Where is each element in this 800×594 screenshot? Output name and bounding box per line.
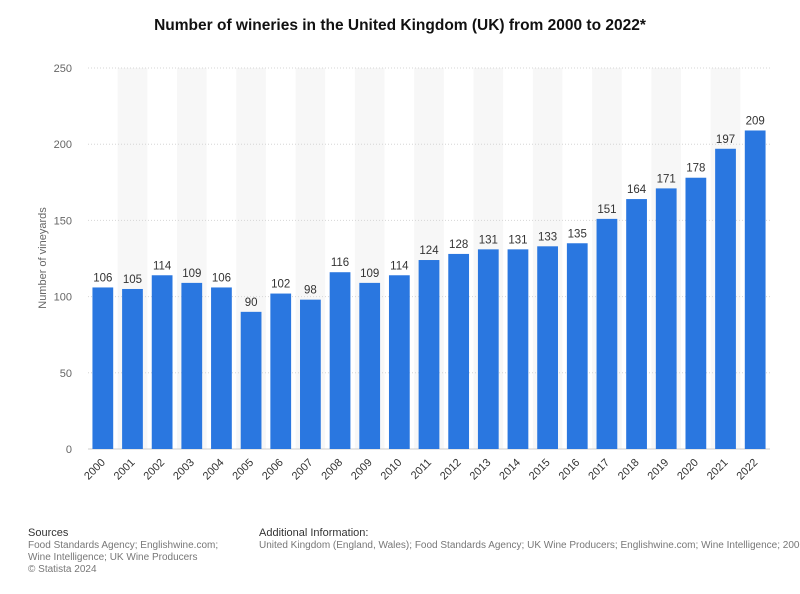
x-tick-label: 2011	[409, 457, 434, 482]
x-tick-label: 2006	[260, 457, 286, 483]
bar	[477, 249, 499, 449]
sources-block: Sources Food Standards Agency; Englishwi…	[28, 527, 243, 576]
bar	[448, 253, 470, 449]
data-label: 131	[479, 234, 498, 246]
x-tick-label: 2019	[646, 457, 672, 483]
bars	[92, 130, 766, 449]
sources-text: Food Standards Agency; Englishwine.com; …	[28, 540, 219, 563]
x-tick-label: 2008	[319, 457, 345, 483]
bar	[626, 199, 647, 449]
x-tick-label: 2018	[616, 457, 642, 483]
x-tick-label: 2003	[171, 457, 197, 483]
y-tick-label: 50	[60, 368, 72, 380]
x-tick-label: 2021	[705, 457, 731, 483]
x-tick-label: 2009	[349, 457, 375, 483]
data-label: 114	[390, 260, 409, 272]
data-label: 178	[686, 163, 705, 175]
y-tick-label: 250	[54, 63, 72, 75]
bar	[388, 275, 410, 449]
bar	[744, 130, 766, 449]
additional-info-heading: Additional Information:	[259, 527, 369, 539]
bar	[596, 218, 618, 449]
bar	[122, 288, 143, 449]
y-tick-label: 150	[54, 215, 72, 227]
x-tick-label: 2020	[675, 457, 701, 483]
data-label: 133	[538, 231, 557, 243]
x-tick-label: 2000	[82, 457, 108, 483]
x-axis-ticks: 2000 2001 2002 2003 2004 2005 2006 2007 2008 2009…	[82, 457, 760, 483]
value-labels: 106 105 114 109 106 90 102 98 116 109 114 124 128 131…	[93, 115, 765, 308]
bar	[359, 282, 381, 449]
y-tick-label: 0	[66, 444, 72, 456]
bar	[211, 287, 232, 449]
y-axis-ticks: 0 50 100 150 200 250	[54, 63, 72, 456]
additional-info-block: Additional Information: United Kingdom (…	[259, 527, 800, 552]
x-tick-label: 2010	[379, 457, 405, 483]
x-tick-label: 2014	[497, 457, 523, 483]
x-tick-label: 2015	[527, 457, 553, 483]
x-tick-label: 2022	[734, 457, 760, 483]
data-label: 90	[245, 297, 258, 309]
data-label: 109	[360, 268, 379, 280]
additional-info-text: United Kingdom (England, Wales); Food St…	[259, 540, 800, 551]
bar	[181, 282, 203, 449]
bar	[715, 148, 736, 449]
data-label: 102	[271, 279, 290, 291]
bar	[151, 275, 173, 449]
bar	[655, 188, 677, 449]
x-tick-label: 2005	[230, 457, 256, 483]
y-tick-label: 100	[54, 292, 72, 304]
data-label: 164	[627, 184, 647, 196]
data-label: 105	[123, 274, 142, 286]
bar-chart: 0 50 100 150 200 250 106 105 114 109 106 90 102 98 11…	[37, 63, 770, 483]
data-label: 106	[212, 272, 231, 284]
data-label: 116	[331, 257, 349, 269]
bar	[270, 293, 292, 449]
bar	[92, 287, 114, 449]
x-tick-label: 2013	[468, 457, 494, 483]
data-label: 128	[449, 239, 468, 251]
chart-title: Number of wineries in the United Kingdom…	[154, 17, 646, 34]
data-label: 209	[746, 115, 765, 127]
bar	[329, 272, 351, 449]
copyright-link[interactable]: © Statista 2024	[28, 564, 97, 575]
x-tick-label: 2007	[290, 457, 316, 483]
bar	[507, 249, 529, 449]
data-label: 114	[153, 260, 172, 272]
x-tick-label: 2001	[112, 457, 138, 483]
data-label: 135	[568, 228, 587, 240]
data-label: 197	[716, 134, 735, 146]
bar	[685, 177, 707, 449]
x-tick-label: 2017	[586, 457, 612, 483]
bar	[418, 260, 440, 449]
y-axis-title: Number of vineyards	[37, 207, 49, 309]
bar	[537, 246, 558, 449]
bar	[566, 243, 588, 449]
data-label: 109	[182, 268, 201, 280]
data-label: 131	[508, 234, 527, 246]
bar	[240, 311, 262, 449]
data-label: 98	[304, 285, 317, 297]
x-tick-label: 2002	[141, 457, 167, 483]
sources-heading: Sources	[28, 527, 69, 539]
x-tick-label: 2004	[201, 457, 227, 483]
bar	[300, 299, 321, 449]
data-label: 106	[93, 272, 112, 284]
data-label: 151	[597, 204, 616, 216]
data-label: 124	[419, 245, 439, 257]
x-tick-label: 2012	[438, 457, 464, 483]
y-tick-label: 200	[54, 139, 72, 151]
x-tick-label: 2016	[557, 457, 583, 483]
data-label: 171	[657, 173, 676, 185]
